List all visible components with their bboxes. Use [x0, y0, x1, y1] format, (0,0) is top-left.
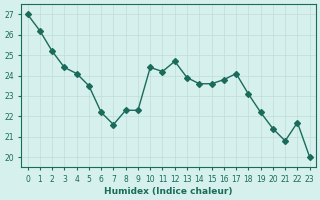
X-axis label: Humidex (Indice chaleur): Humidex (Indice chaleur) — [104, 187, 233, 196]
